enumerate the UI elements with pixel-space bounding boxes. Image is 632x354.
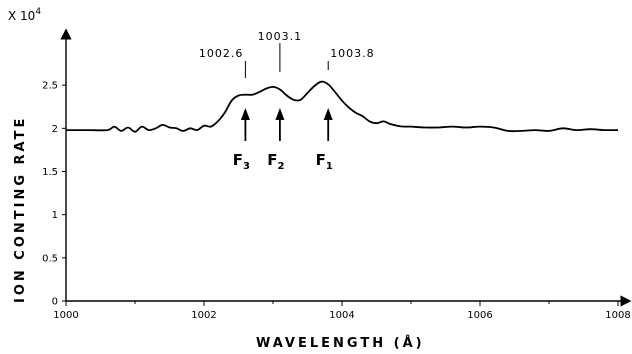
peak-subscript: 2 bbox=[278, 161, 285, 172]
x-tick-label: 1006 bbox=[467, 310, 492, 321]
x-tick-label: 1004 bbox=[329, 310, 354, 321]
x-tick-label: 1002 bbox=[191, 310, 216, 321]
x-tick-label: 1000 bbox=[53, 310, 78, 321]
y-tick-label: 2 bbox=[52, 124, 58, 135]
tick-labels: 1000 1002 1004 1006 1008 0 0.5 1 1.5 2 2.5 bbox=[42, 81, 631, 321]
y-tick-label: 2.5 bbox=[42, 81, 58, 92]
peak-subscript: 3 bbox=[243, 161, 250, 172]
peak-arrowhead bbox=[323, 108, 333, 120]
series-line bbox=[66, 80, 619, 133]
peak-label: F1 bbox=[316, 151, 333, 172]
series bbox=[66, 80, 619, 133]
peak-label: F3 bbox=[233, 151, 250, 172]
x-axis-title: WAVELENGTH (Å) bbox=[256, 335, 425, 351]
peak-subscript: 1 bbox=[326, 161, 333, 172]
y-tick-label: 0.5 bbox=[42, 253, 58, 264]
x-tick-label: 1008 bbox=[605, 310, 630, 321]
annotation-label: 1003.8 bbox=[330, 47, 375, 60]
y-multiplier: X 104 bbox=[8, 7, 41, 23]
peak-arrowhead bbox=[240, 108, 250, 120]
peak-label: F2 bbox=[267, 151, 284, 172]
peak-arrowhead bbox=[275, 108, 285, 120]
y-tick-label: 1 bbox=[52, 210, 58, 221]
annotation-label: 1002.6 bbox=[199, 47, 244, 60]
annotations: 1002.6 1003.1 1003.8 F3 F2 F1 bbox=[199, 30, 375, 172]
tick-marks bbox=[62, 84, 619, 306]
y-axis-title: ION CONTING RATE bbox=[13, 116, 28, 303]
y-tick-label: 1.5 bbox=[42, 167, 58, 178]
axes bbox=[60, 28, 632, 307]
annotation-label: 1003.1 bbox=[258, 30, 303, 43]
y-tick-label: 0 bbox=[52, 297, 58, 308]
